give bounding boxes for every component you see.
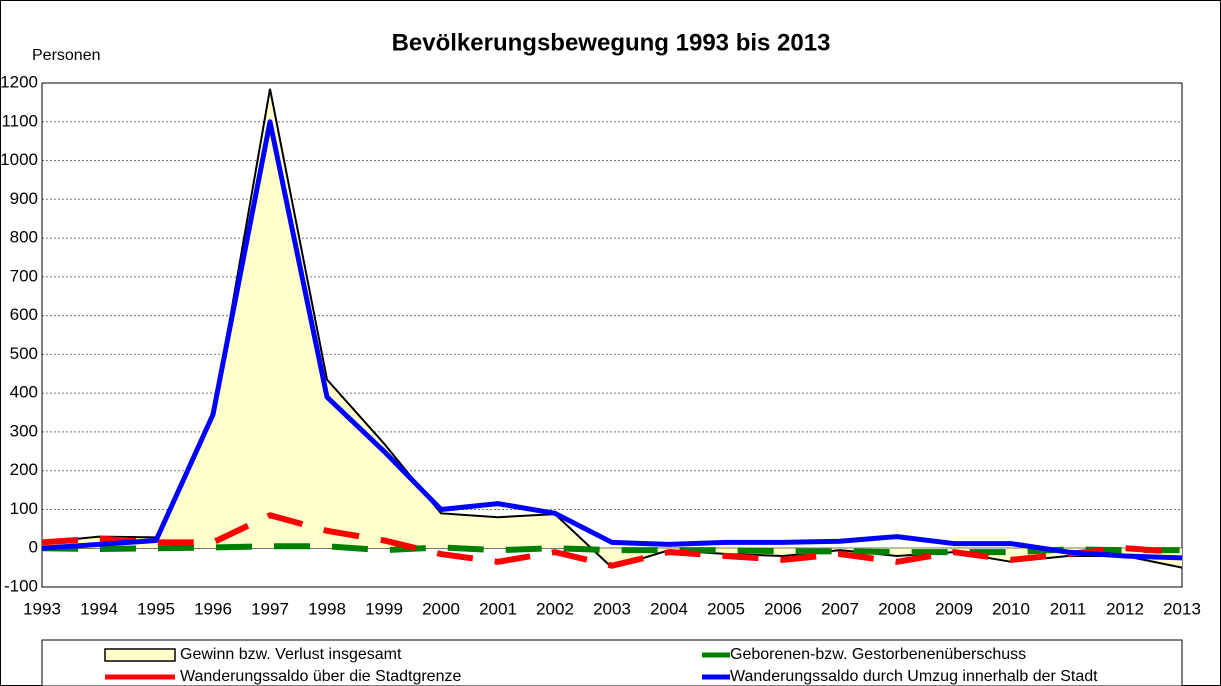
x-tick-label: 1996 bbox=[194, 599, 232, 618]
legend-label: Geborenen-bzw. Gestorbenenüberschuss bbox=[730, 646, 1026, 663]
y-tick-label: 900 bbox=[10, 189, 38, 208]
x-tick-label: 2008 bbox=[878, 599, 916, 618]
y-axis-label: Personen bbox=[32, 47, 101, 64]
x-tick-label: 2010 bbox=[992, 599, 1030, 618]
line bbox=[41, 119, 1183, 561]
x-tick-label: 1998 bbox=[308, 599, 346, 618]
y-tick-label: 400 bbox=[10, 383, 38, 402]
legend-label: Wanderungssaldo durch Umzug innerhalb de… bbox=[730, 668, 1098, 685]
area bbox=[42, 88, 1182, 568]
y-tick-label: 700 bbox=[10, 266, 38, 285]
legend-label: Gewinn bzw. Verlust insgesamt bbox=[180, 646, 402, 663]
y-tick-label: 1000 bbox=[0, 150, 38, 169]
y-tick-label: -100 bbox=[4, 576, 38, 595]
y-tick-label: 100 bbox=[10, 499, 38, 518]
x-tick-label: 2005 bbox=[707, 599, 745, 618]
x-tick-label: 2011 bbox=[1050, 599, 1087, 618]
y-tick-label: 600 bbox=[10, 305, 38, 324]
line bbox=[41, 512, 1183, 569]
y-tick-label: 1100 bbox=[1, 111, 38, 130]
x-tick-label: 1997 bbox=[251, 599, 289, 618]
x-tick-label: 2003 bbox=[593, 599, 631, 618]
x-tick-label: 2013 bbox=[1163, 599, 1201, 618]
y-tick-label: 500 bbox=[10, 344, 38, 363]
x-tick-label: 2007 bbox=[821, 599, 859, 618]
x-tick-label: 1993 bbox=[23, 599, 61, 618]
legend-label: Wanderungssaldo über die Stadtgrenze bbox=[180, 668, 461, 685]
legend-swatch bbox=[104, 648, 176, 662]
line bbox=[41, 543, 1182, 556]
y-tick-label: 200 bbox=[10, 460, 38, 479]
chart-title: Bevölkerungsbewegung 1993 bis 2013 bbox=[392, 29, 831, 56]
x-tick-label: 1999 bbox=[365, 599, 403, 618]
x-tick-label: 2001 bbox=[479, 599, 517, 618]
x-tick-label: 2012 bbox=[1106, 599, 1144, 618]
x-tick-label: 2009 bbox=[935, 599, 973, 618]
y-tick-label: 1200 bbox=[0, 72, 38, 91]
legend-box bbox=[41, 639, 1183, 686]
x-tick-label: 1994 bbox=[80, 599, 118, 618]
y-tick-label: 0 bbox=[29, 538, 38, 557]
x-tick-label: 2002 bbox=[536, 599, 574, 618]
x-tick-label: 2000 bbox=[422, 599, 460, 618]
x-tick-label: 2006 bbox=[764, 599, 802, 618]
y-tick-label: 300 bbox=[10, 421, 38, 440]
plot-border bbox=[41, 82, 1183, 588]
x-tick-label: 2004 bbox=[650, 599, 688, 618]
x-tick-label: 1995 bbox=[137, 599, 175, 618]
y-tick-label: 800 bbox=[10, 228, 38, 247]
